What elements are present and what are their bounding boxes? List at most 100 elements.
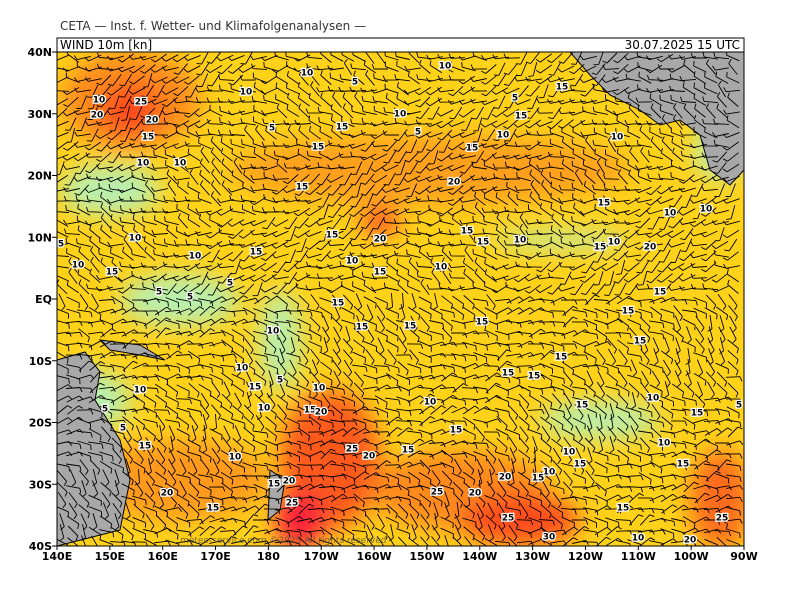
contour-label: 15 — [106, 268, 119, 278]
field-name: WIND 10m [kn] — [60, 38, 152, 52]
contour-label: 10 — [435, 263, 448, 273]
contour-label: 5 — [120, 424, 126, 434]
contour-label: 20 — [283, 477, 296, 487]
contour-label: 10 — [258, 404, 271, 414]
contour-label: 10 — [543, 468, 556, 478]
lon-label: 140W — [462, 550, 497, 563]
contour-label: 10 — [137, 159, 150, 169]
lon-label: 120W — [568, 550, 603, 563]
contour-label: 25 — [431, 488, 444, 498]
contour-label: 10 — [563, 448, 576, 458]
contour-label: 10 — [497, 131, 510, 141]
contour-label: 5 — [156, 288, 162, 298]
contour-label: 15 — [477, 238, 490, 248]
contour-label: 20 — [374, 235, 387, 245]
lat-label: 10S — [29, 355, 52, 368]
lon-label: 90W — [730, 550, 757, 563]
lat-label: 40N — [27, 46, 52, 59]
lon-label: 180 — [257, 550, 280, 563]
contour-label: 10 — [267, 327, 280, 337]
contour-label: 15 — [598, 199, 611, 209]
wind-shading — [57, 52, 744, 546]
lat-label: 20S — [29, 417, 52, 430]
contour-label: 15 — [574, 460, 587, 470]
contour-label: 10 — [632, 534, 645, 544]
lon-label: 150W — [409, 550, 444, 563]
contour-label: 10 — [229, 453, 242, 463]
contour-label: 15 — [466, 144, 479, 154]
contour-label: 10 — [72, 261, 85, 271]
contour-label: 15 — [634, 337, 647, 347]
lat-label: EQ — [35, 293, 52, 306]
contour-label: 5 — [269, 124, 275, 134]
contour-label: 15 — [249, 383, 262, 393]
institute: CETA — Inst. f. Wetter- und Klimafolgena… — [60, 19, 366, 33]
contour-label: 15 — [532, 474, 545, 484]
lon-label: 160E — [147, 550, 177, 563]
lat-label: 30N — [27, 108, 52, 121]
contour-label: 10 — [394, 110, 407, 120]
contour-label: 15 — [476, 318, 489, 328]
contour-label: 10 — [134, 386, 147, 396]
contour-label: 15 — [374, 268, 387, 278]
contour-label: 15 — [528, 372, 541, 382]
contour-label: 10 — [700, 205, 713, 215]
contour-label: 15 — [332, 299, 345, 309]
contour-label: 10 — [424, 398, 437, 408]
lon-label: 170W — [304, 550, 339, 563]
contour-label: 20 — [469, 489, 482, 499]
contour-label: 15 — [622, 307, 635, 317]
contour-label: 15 — [450, 426, 463, 436]
contour-label: 15 — [677, 460, 690, 470]
contour-label: 10 — [301, 69, 314, 79]
wind-barbs — [57, 52, 744, 546]
lon-label: 170E — [200, 550, 230, 563]
contour-label: 15 — [404, 322, 417, 332]
contour-label: 5 — [512, 94, 518, 104]
contour-label: 15 — [515, 112, 528, 122]
contour-label: 15 — [555, 353, 568, 363]
contour-label: 15 — [617, 504, 630, 514]
contour-label: 10 — [236, 364, 249, 374]
lon-label: 140E — [42, 550, 72, 563]
contour-label: 15 — [336, 123, 349, 133]
contour-label: 15 — [402, 446, 415, 456]
contour-label: 15 — [268, 480, 281, 490]
lon-label: 150E — [95, 550, 125, 563]
contour-label: 5 — [277, 376, 283, 386]
contour-label: 10 — [93, 96, 106, 106]
contour-label: 10 — [346, 257, 359, 267]
contour-label: 20 — [448, 178, 461, 188]
lat-label: 40S — [29, 540, 52, 553]
valid-time: 30.07.2025 15 UTC — [625, 38, 740, 52]
contour-label: 10 — [658, 439, 671, 449]
lat-label: 10N — [27, 231, 52, 244]
contour-label: 10 — [129, 234, 142, 244]
contour-label: 5 — [736, 401, 742, 411]
contour-label: 20 — [161, 489, 174, 499]
contour-label: 15 — [461, 227, 474, 237]
land-australia — [57, 351, 131, 546]
contour-label: 15 — [691, 409, 704, 419]
contour-label: 10 — [647, 394, 660, 404]
contour-label: 10 — [189, 252, 202, 262]
contour-label: 5 — [102, 405, 108, 415]
contour-label: 10 — [439, 62, 452, 72]
contour-label: 20 — [315, 408, 328, 418]
contour-label: 5 — [187, 293, 193, 303]
lat-label: 20N — [27, 170, 52, 183]
lat-label: 30S — [29, 478, 52, 491]
contour-label: 20 — [91, 111, 104, 121]
contour-label: 5 — [352, 78, 358, 88]
contour-label: 10 — [664, 209, 677, 219]
contour-label: 15 — [142, 133, 155, 143]
contour-label: 15 — [576, 401, 589, 411]
contour-label: 15 — [312, 143, 325, 153]
contour-label: 30 — [543, 533, 556, 543]
contour-label: 10 — [514, 236, 527, 246]
contour-label: 20 — [684, 536, 697, 546]
contour-label: 10 — [240, 88, 253, 98]
contour-label: 25 — [135, 98, 148, 108]
